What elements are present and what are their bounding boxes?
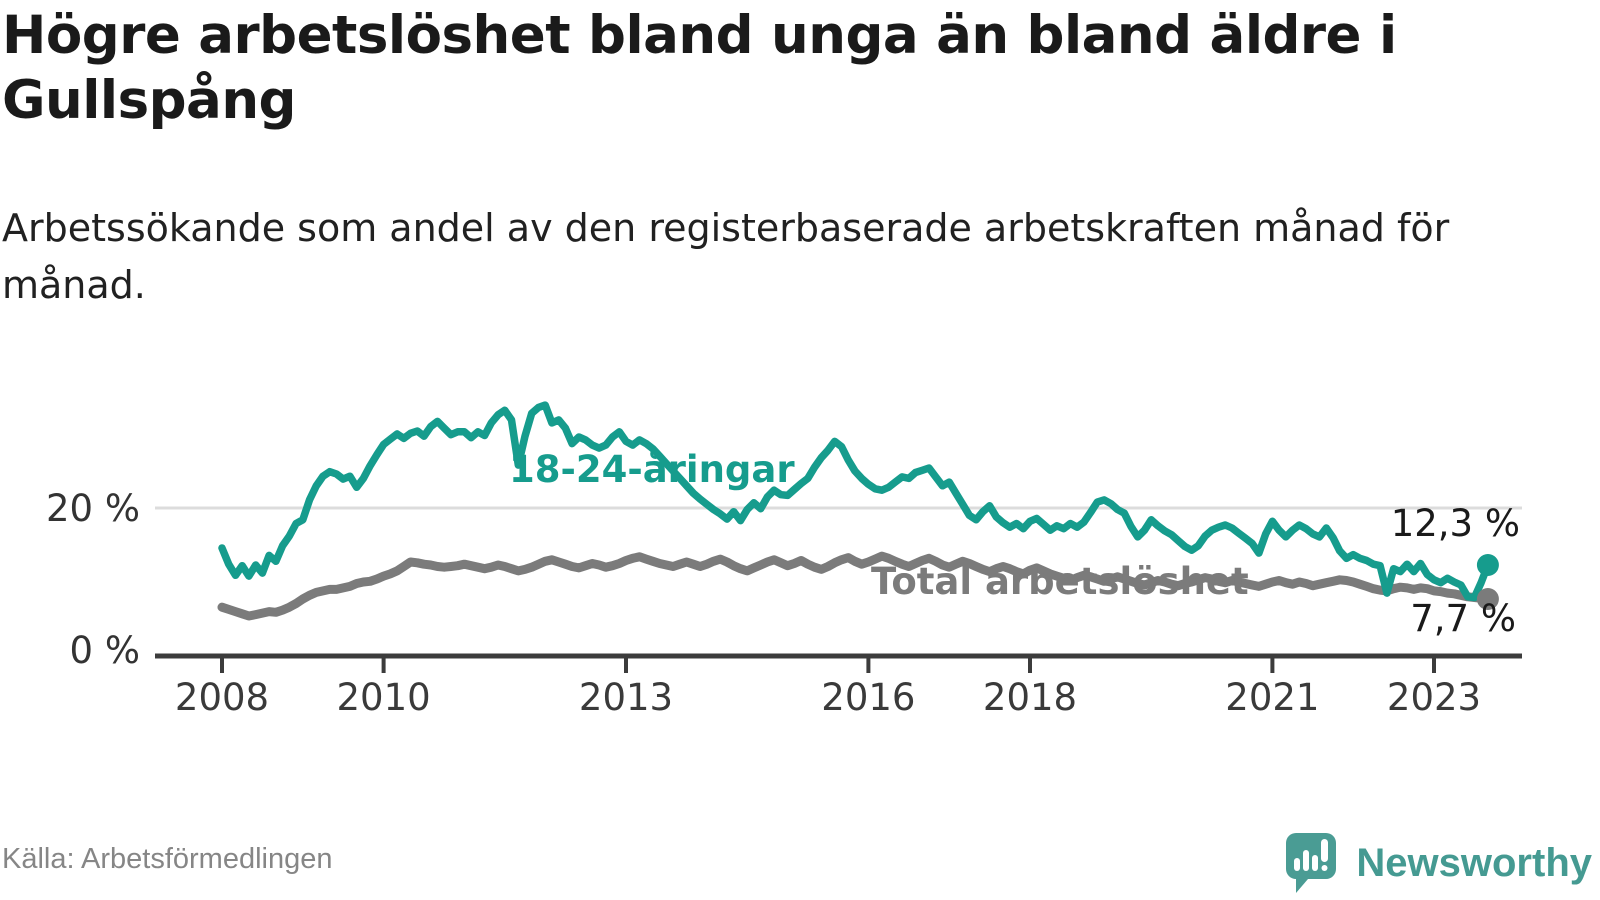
total-end-dot xyxy=(1476,588,1499,610)
source-note: Källa: Arbetsförmedlingen xyxy=(2,843,333,875)
series-label-total: Total arbetslöshet xyxy=(871,560,1249,603)
line-chart xyxy=(155,401,1522,673)
x-tick-label-2016: 2016 xyxy=(821,676,916,719)
exclamation-dot xyxy=(1321,865,1328,871)
x-tick-label-2023: 2023 xyxy=(1386,676,1482,719)
x-axis-ticks xyxy=(220,656,1436,673)
x-tick-label-2021: 2021 xyxy=(1225,676,1320,719)
y-tick-0: 0 % xyxy=(69,629,140,672)
page-title: Högre arbetslöshet bland unga än bland ä… xyxy=(2,5,1397,131)
total-end-value: 7,7 % xyxy=(1410,597,1516,640)
youth-unemployment-line xyxy=(218,401,1492,602)
total-unemployment-line xyxy=(217,551,1493,621)
youth-end-dot xyxy=(1476,554,1499,576)
youth-end-value: 12,3 % xyxy=(1390,502,1520,545)
speech-bubble-shape xyxy=(1286,833,1337,893)
chart-subtitle: Arbetssökande som andel av den registerb… xyxy=(2,206,1450,307)
newsworthy-icon xyxy=(1286,833,1337,893)
y-tick-20: 20 % xyxy=(46,487,140,530)
exclamation-bar xyxy=(1321,839,1329,862)
series-label-youth: 18-24-åringar xyxy=(509,448,795,491)
x-tick-label-2008: 2008 xyxy=(174,676,270,719)
x-tick-label-2013: 2013 xyxy=(578,676,674,719)
x-tick-label-2018: 2018 xyxy=(982,676,1078,719)
brand-logo: Newsworthy xyxy=(1284,831,1592,895)
x-tick-label-2010: 2010 xyxy=(336,676,431,719)
brand-name: Newsworthy xyxy=(1356,840,1592,885)
